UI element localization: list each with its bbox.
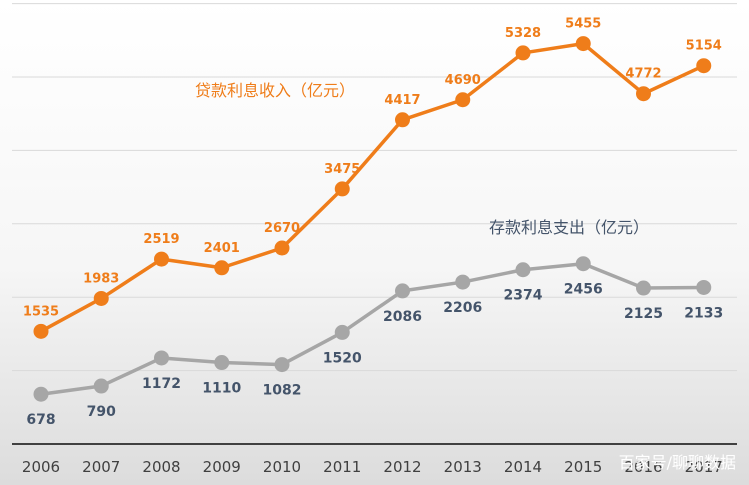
data-label: 1172 — [142, 376, 181, 392]
x-tick-label: 2009 — [203, 458, 241, 476]
data-label: 790 — [87, 404, 116, 420]
series-loan-interest: 1535 1983 2519 2401 2670 3475 4417 4690 5328 5455… — [23, 17, 722, 339]
x-tick-label: 2014 — [504, 458, 542, 476]
gridlines — [12, 3, 737, 372]
watermark-text: 百家号/聊聊数据 — [619, 453, 736, 472]
data-point — [274, 240, 290, 256]
x-tick-label: 2007 — [82, 458, 120, 476]
data-label: 2086 — [383, 309, 422, 325]
data-label: 2401 — [204, 241, 240, 256]
data-point — [214, 355, 230, 371]
data-label: 1535 — [23, 304, 59, 319]
data-point — [575, 36, 591, 52]
data-point — [33, 323, 49, 339]
series-title-loan-interest: 贷款利息收入（亿元） — [195, 81, 355, 100]
data-point — [33, 386, 49, 402]
x-tick-label: 2011 — [323, 458, 361, 476]
data-point — [214, 260, 230, 276]
x-tick-label: 2015 — [564, 458, 602, 476]
series-deposit-interest: 678 790 1172 1110 1082 1520 2086 2206 2374 2456 21… — [26, 256, 723, 428]
data-point — [274, 357, 290, 373]
data-point — [515, 262, 531, 278]
data-label: 5455 — [565, 17, 601, 32]
x-tick-label: 2006 — [22, 458, 60, 476]
data-point — [636, 86, 651, 102]
data-point — [334, 181, 350, 197]
data-point — [575, 256, 591, 272]
data-label: 2456 — [564, 282, 603, 298]
data-label: 2133 — [684, 305, 723, 321]
data-label: 1983 — [83, 271, 119, 286]
data-point — [93, 290, 109, 306]
data-point — [154, 350, 169, 366]
x-tick-label: 2010 — [263, 458, 301, 476]
data-label: 2670 — [264, 221, 300, 236]
x-tick-label: 2016 — [624, 458, 662, 476]
data-label: 4417 — [384, 93, 420, 108]
data-point — [395, 112, 410, 128]
x-axis-ticks: 2006 2007 2008 2009 2010 2011 2012 2013 2014 2015… — [22, 458, 723, 476]
data-label: 4772 — [625, 67, 661, 82]
data-label: 1110 — [202, 381, 241, 397]
data-point — [334, 324, 350, 340]
data-label: 1520 — [323, 350, 362, 366]
x-tick-label: 2008 — [142, 458, 180, 476]
data-label: 5328 — [505, 26, 541, 41]
data-label: 2206 — [443, 300, 482, 316]
x-tick-label: 2012 — [383, 458, 421, 476]
data-point — [515, 45, 531, 61]
data-label: 1082 — [263, 383, 302, 399]
data-point — [395, 283, 410, 299]
data-label: 2374 — [504, 288, 543, 304]
data-point — [455, 92, 471, 108]
series-line — [40, 261, 704, 396]
series-title-deposit-interest: 存款利息支出（亿元） — [489, 218, 649, 237]
data-label: 5154 — [686, 39, 722, 54]
data-point — [696, 279, 712, 295]
data-label: 2519 — [143, 232, 179, 247]
data-label: 3475 — [324, 162, 360, 177]
data-point — [636, 280, 651, 296]
data-label: 4690 — [445, 73, 481, 88]
series-line — [40, 41, 705, 333]
data-point — [696, 58, 712, 74]
data-point — [455, 274, 471, 290]
data-label: 2125 — [624, 306, 663, 322]
data-point — [93, 378, 109, 394]
data-point — [154, 251, 169, 267]
x-tick-label: 2017 — [685, 458, 723, 476]
data-label: 678 — [26, 412, 55, 428]
x-tick-label: 2013 — [444, 458, 482, 476]
